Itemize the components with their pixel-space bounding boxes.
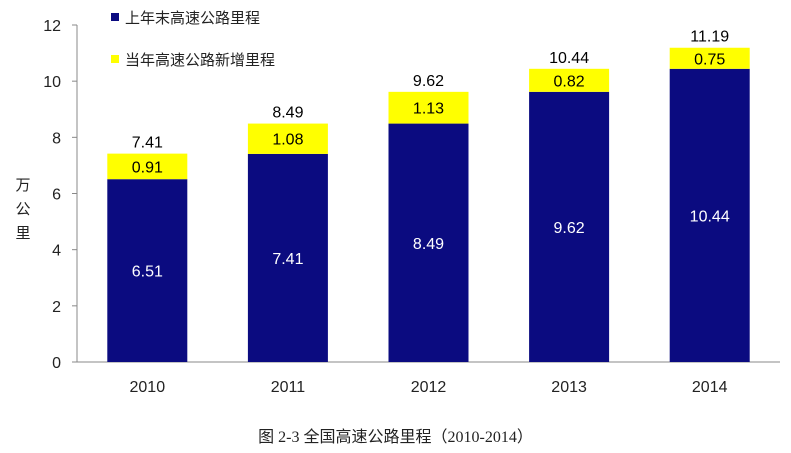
bar-previous-year	[388, 123, 469, 362]
axes: 0 2 4 6 8 10 12	[43, 18, 780, 372]
bar-previous-year	[529, 91, 610, 363]
bar-chart: 上年末高速公路里程 当年高速公路新增里程 万 公 里 0 2 4 6 8 10 12 6.5…	[15, 10, 780, 396]
x-tick-label: 2014	[692, 379, 728, 396]
data-label-previous-year: 10.44	[690, 208, 730, 225]
bar-previous-year	[247, 153, 328, 362]
data-label-previous-year: 9.62	[554, 220, 585, 237]
x-tick-label: 2011	[271, 379, 306, 396]
data-label-previous-year: 6.51	[132, 264, 163, 281]
bar-new-mileage	[247, 123, 328, 154]
legend-label-previous-year: 上年末高速公路里程	[125, 10, 260, 27]
y-tick-label: 10	[43, 74, 61, 91]
bar-new-mileage	[669, 47, 750, 69]
figure-caption: 图 2-3 全国高速公路里程（2010-2014）	[258, 429, 533, 446]
legend-swatch-new-mileage	[111, 55, 119, 63]
y-axis-label-char-3: 里	[15, 225, 30, 242]
y-tick-label: 8	[52, 130, 61, 147]
y-tick-label: 12	[43, 18, 61, 35]
bar-new-mileage	[529, 68, 610, 92]
data-label-previous-year: 7.41	[272, 251, 303, 268]
bar-new-mileage	[107, 153, 188, 180]
x-tick-label: 2010	[130, 379, 166, 396]
legend: 上年末高速公路里程 当年高速公路新增里程	[111, 10, 275, 69]
data-label-new-mileage: 0.75	[694, 51, 725, 68]
bar-new-mileage	[388, 91, 469, 124]
legend-swatch-previous-year	[111, 13, 119, 21]
x-tick-label: 2012	[411, 379, 447, 396]
bars	[107, 47, 750, 363]
data-label-total: 11.19	[690, 29, 729, 46]
data-labels: 6.51 0.91 7.41 2010 7.41 1.08 8.49 2011 8.49 1.13…	[130, 29, 730, 396]
data-label-new-mileage: 1.13	[413, 101, 444, 118]
data-label-new-mileage: 0.82	[554, 73, 585, 90]
y-tick-label: 6	[52, 187, 61, 204]
data-label-total: 9.62	[413, 73, 444, 90]
data-label-total: 10.44	[549, 50, 589, 67]
legend-label-new-mileage: 当年高速公路新增里程	[125, 52, 275, 69]
y-tick-label: 4	[52, 243, 61, 260]
y-axis-label-char-1: 万	[15, 177, 30, 194]
y-axis-label-char-2: 公	[15, 201, 30, 218]
x-tick-label: 2013	[551, 379, 587, 396]
data-label-previous-year: 8.49	[413, 236, 444, 253]
data-label-new-mileage: 0.91	[132, 159, 163, 176]
bar-previous-year	[107, 179, 188, 362]
data-label-total: 8.49	[272, 105, 303, 122]
y-tick-label: 2	[52, 299, 61, 316]
y-tick-label: 0	[52, 355, 61, 372]
data-label-new-mileage: 1.08	[272, 132, 303, 149]
data-label-total: 7.41	[132, 135, 163, 152]
bar-previous-year	[669, 68, 750, 362]
